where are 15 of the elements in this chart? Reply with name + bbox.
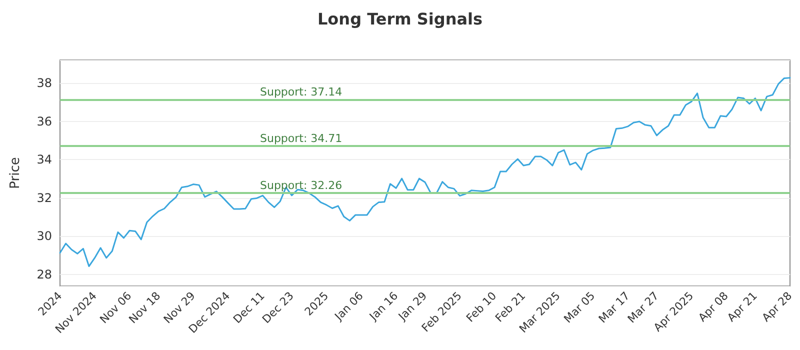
ref-line-label: Support: 32.26	[260, 178, 342, 192]
y-tick-label: 34	[36, 152, 52, 167]
y-tick-label: 30	[36, 229, 52, 244]
ref-line-label: Support: 34.71	[260, 132, 342, 145]
y-axis-title: Price	[8, 157, 23, 189]
y-tick-label: 36	[36, 114, 52, 128]
y-tick-label: 32	[36, 190, 52, 205]
y-tick-label: 28	[36, 268, 52, 282]
ref-line-label: Support: 37.14	[260, 85, 342, 98]
y-tick-label: 38	[36, 76, 52, 90]
chart-title: Long Term Signals	[317, 10, 483, 28]
x-tick-label: Jan 06	[332, 289, 366, 324]
line-series	[59, 77, 791, 268]
x-tick-label: Mar 05	[561, 289, 598, 326]
x-tick-label: Apr 28	[760, 289, 795, 324]
